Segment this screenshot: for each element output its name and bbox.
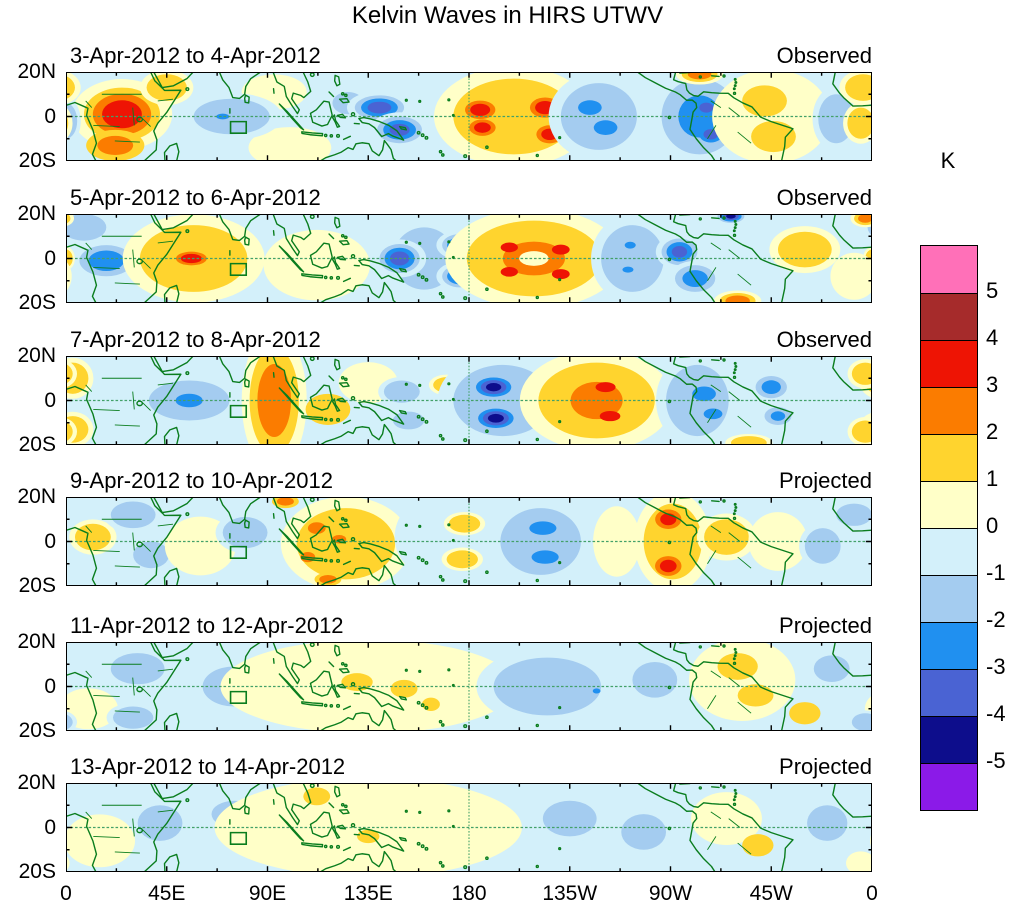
panel-title: 11-Apr-2012 to 12-Apr-2012	[70, 613, 344, 638]
colorbar-tick-label: 1	[986, 466, 999, 491]
map-panel-svg	[66, 356, 872, 445]
colorbar-tick-label: -5	[986, 748, 1006, 773]
x-axis-label: 45E	[148, 882, 186, 905]
x-axis-label: 90E	[248, 882, 287, 905]
colorbar-tick-label: 0	[986, 513, 999, 538]
colorbar-cell	[921, 763, 977, 810]
panel-tag: Projected	[779, 613, 872, 638]
map-panel-svg	[66, 72, 872, 161]
y-axis-label: 0	[44, 104, 56, 128]
panel-title: 3-Apr-2012 to 4-Apr-2012	[70, 43, 321, 68]
x-axis-label: 135W	[542, 882, 598, 905]
target-region-box	[231, 833, 247, 845]
colorbar-cell	[921, 575, 977, 622]
map-panel	[66, 356, 872, 445]
map-panel-svg	[66, 642, 872, 731]
colorbar-tick-label: 5	[986, 278, 999, 303]
x-axis-label: 180	[451, 882, 487, 905]
panel-title: 5-Apr-2012 to 6-Apr-2012	[70, 185, 321, 210]
x-axis-label: 90W	[648, 882, 693, 905]
map-panel-svg	[66, 214, 872, 303]
colorbar-tick-label: 3	[986, 372, 999, 397]
y-axis-label: 20N	[17, 485, 56, 508]
y-axis-label: 0	[44, 388, 56, 412]
x-axis-label: 45W	[749, 882, 793, 905]
y-axis-label: 0	[44, 674, 56, 698]
x-axis-label: 0	[866, 882, 878, 905]
panel-tag: Observed	[776, 185, 872, 210]
colorbar-cell	[921, 387, 977, 434]
colorbar-cell	[921, 716, 977, 763]
panel-title: 9-Apr-2012 to 10-Apr-2012	[70, 468, 333, 493]
map-panel-svg	[66, 783, 872, 872]
target-region-box	[231, 692, 247, 704]
y-axis-label: 0	[44, 529, 56, 553]
y-axis-label: 20S	[18, 149, 56, 172]
colorbar-tick-label: 2	[986, 419, 999, 444]
map-panel	[66, 72, 872, 161]
y-axis-label: 20S	[18, 433, 56, 456]
y-axis-label: 20N	[17, 60, 56, 83]
map-panel	[66, 642, 872, 731]
colorbar-cell	[921, 293, 977, 340]
target-region-box	[231, 264, 247, 276]
y-axis-label: 20N	[17, 771, 56, 794]
y-axis-label: 20S	[18, 719, 56, 742]
colorbar-tick-label: -3	[986, 654, 1006, 679]
y-axis-label: 20S	[18, 291, 56, 314]
y-axis-label: 0	[44, 815, 56, 839]
y-axis-label: 20N	[17, 344, 56, 367]
colorbar-tick-label: 4	[986, 325, 999, 350]
target-region-box	[231, 547, 247, 559]
panel-tag: Projected	[779, 468, 872, 493]
colorbar-cell	[921, 669, 977, 716]
y-axis-label: 20S	[18, 860, 56, 883]
y-axis-label: 0	[44, 246, 56, 270]
colorbar-cell	[921, 622, 977, 669]
x-axis-label: 0	[60, 882, 72, 905]
panel-tag: Projected	[779, 754, 872, 779]
target-region-box	[231, 406, 247, 418]
target-region-box	[231, 122, 247, 134]
y-axis-label: 20N	[17, 202, 56, 225]
colorbar-unit-label: K	[940, 148, 956, 173]
figure-title: Kelvin Waves in HIRS UTWV	[351, 2, 664, 29]
x-axis-label: 135E	[343, 882, 393, 905]
colorbar-tick-label: -1	[986, 560, 1006, 585]
panel-tag: Observed	[776, 327, 872, 352]
map-panel-svg	[66, 497, 872, 586]
map-panel	[66, 214, 872, 303]
panel-title: 13-Apr-2012 to 14-Apr-2012	[70, 754, 346, 779]
y-axis-label: 20N	[17, 630, 56, 653]
colorbar-tick-label: -2	[986, 607, 1006, 632]
colorbar-cell	[921, 528, 977, 575]
colorbar-tick-label: -4	[986, 701, 1006, 726]
colorbar-cell	[921, 481, 977, 528]
map-panel	[66, 783, 872, 872]
y-axis-label: 20S	[18, 574, 56, 597]
colorbar	[920, 245, 978, 811]
colorbar-cell	[921, 434, 977, 481]
panel-tag: Observed	[776, 43, 872, 68]
map-panel	[66, 497, 872, 586]
panel-title: 7-Apr-2012 to 8-Apr-2012	[70, 327, 321, 352]
colorbar-cell	[921, 246, 977, 293]
colorbar-cell	[921, 340, 977, 387]
